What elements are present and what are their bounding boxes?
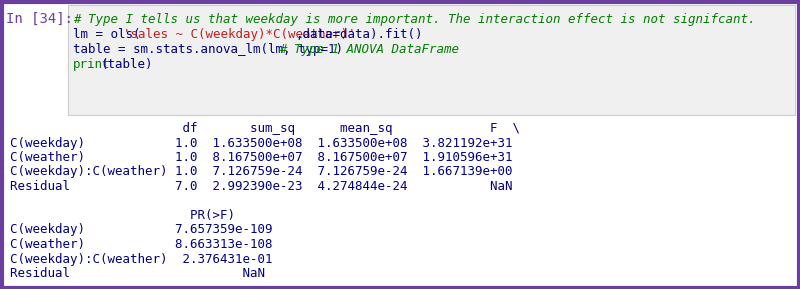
Text: # Type I tells us that weekday is more important. The interaction effect is not : # Type I tells us that weekday is more i… (73, 13, 755, 26)
Text: # Type 1 ANOVA DataFrame: # Type 1 ANOVA DataFrame (278, 43, 458, 56)
Text: C(weekday):C(weather)  2.376431e-01: C(weekday):C(weather) 2.376431e-01 (10, 253, 287, 266)
Text: 'sales ~ C(weekday)*C(weather)': 'sales ~ C(weekday)*C(weather)' (123, 28, 355, 41)
Text: (table): (table) (101, 58, 154, 71)
Text: C(weekday)            1.0  1.633500e+08  1.633500e+08  3.821192e+31: C(weekday) 1.0 1.633500e+08 1.633500e+08… (10, 136, 527, 149)
Text: C(weekday):C(weather) 1.0  7.126759e-24  7.126759e-24  1.667139e+00: C(weekday):C(weather) 1.0 7.126759e-24 7… (10, 166, 527, 179)
Text: print: print (73, 58, 110, 71)
Text: C(weather)            8.663313e-108: C(weather) 8.663313e-108 (10, 238, 287, 251)
FancyBboxPatch shape (68, 5, 795, 115)
Text: PR(>F): PR(>F) (10, 209, 250, 222)
Text: Residual                       NaN: Residual NaN (10, 267, 280, 280)
Text: Residual              7.0  2.992390e-23  4.274844e-24           NaN: Residual 7.0 2.992390e-23 4.274844e-24 N… (10, 180, 527, 193)
Text: table = sm.stats.anova_lm(lm, typ=1): table = sm.stats.anova_lm(lm, typ=1) (73, 43, 350, 56)
Text: lm = ols(: lm = ols( (73, 28, 141, 41)
Text: In [34]:: In [34]: (6, 12, 73, 26)
Text: ,data=data).fit(): ,data=data).fit() (295, 28, 423, 41)
Text: C(weather)            1.0  8.167500e+07  8.167500e+07  1.910596e+31: C(weather) 1.0 8.167500e+07 8.167500e+07… (10, 151, 527, 164)
Text: df       sum_sq      mean_sq             F  \: df sum_sq mean_sq F \ (10, 122, 520, 135)
Text: C(weekday)            7.657359e-109: C(weekday) 7.657359e-109 (10, 223, 287, 236)
